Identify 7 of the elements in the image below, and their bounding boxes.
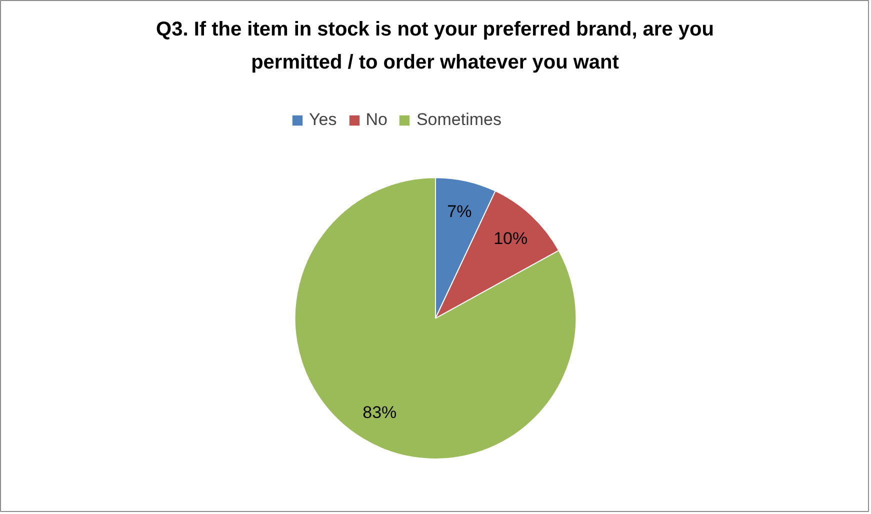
chart-title: Q3. If the item in stock is not your preferred brand, are you permitted / to order whatever you want (156, 18, 714, 74)
legend-label: Yes (309, 110, 337, 130)
legend-label: Sometimes (416, 110, 502, 130)
data-label: 10% (494, 228, 528, 248)
data-label: 83% (362, 403, 397, 422)
data-label: 7% (447, 202, 472, 221)
legend-label: No (366, 110, 388, 130)
